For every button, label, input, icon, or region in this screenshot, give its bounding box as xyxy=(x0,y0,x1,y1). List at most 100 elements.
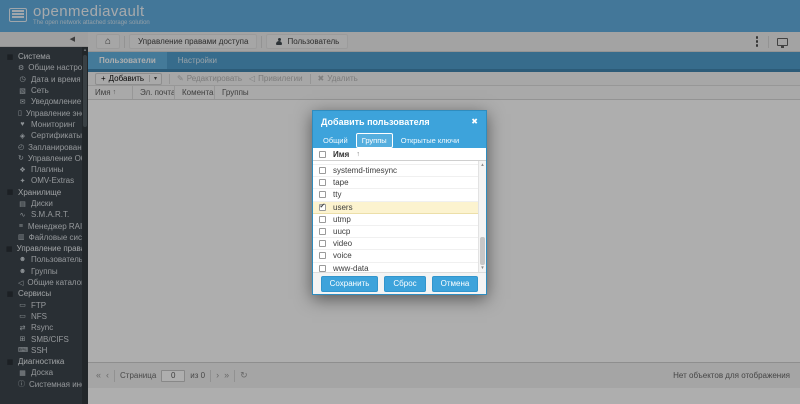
add-split-button[interactable]: + Добавить ▾ xyxy=(95,72,163,85)
checkbox[interactable] xyxy=(319,179,326,187)
group-row-tape[interactable]: tape xyxy=(313,177,478,190)
sidebar-item-disks[interactable]: ▤ Диски xyxy=(19,199,53,208)
column-email[interactable]: Эл. почта xyxy=(133,86,175,99)
group-row-systemd-timesync[interactable]: systemd-timesync xyxy=(313,165,478,178)
sidebar-scrollbar[interactable]: ▴ xyxy=(82,47,88,404)
tab-public-keys[interactable]: Открытые ключи xyxy=(400,135,460,145)
sidebar-item-plugins[interactable]: ❖ Плагины xyxy=(19,165,64,175)
sidebar-item-power-management[interactable]: ▯Управление энергопс xyxy=(18,108,88,118)
group-row-utmp[interactable]: utmp xyxy=(313,214,478,226)
tab-users[interactable]: Пользователи xyxy=(88,52,167,69)
sidebar-nav: ▦Система ⚙Общие настройки ◷Дата и время … xyxy=(0,47,88,404)
sidebar-item-update-management[interactable]: ↻Управление Обновле xyxy=(18,153,88,163)
refresh-icon[interactable]: ↻ xyxy=(240,370,248,380)
kebab-menu-icon[interactable] xyxy=(754,34,761,49)
save-button[interactable]: Сохранить xyxy=(320,275,379,292)
sidebar-item-filesystems[interactable]: ▥Файловые системы xyxy=(18,232,88,242)
next-page-icon[interactable]: › xyxy=(216,370,220,380)
sidebar-section-diagnostics[interactable]: ▦ Диагностика xyxy=(6,357,65,367)
checkbox[interactable] xyxy=(319,240,326,248)
sidebar-item-groups[interactable]: ☻ Группы xyxy=(18,266,58,276)
sidebar-item-certificates[interactable]: ◈ Сертификаты xyxy=(19,131,83,141)
reset-button[interactable]: Сброс xyxy=(384,275,426,292)
list-scrollbar[interactable]: ▲ ▼ xyxy=(478,161,486,272)
groups-icon: ☻ xyxy=(18,267,27,275)
sidebar-item-rsync[interactable]: ⇄ Rsync xyxy=(19,323,54,333)
column-groups[interactable]: Группы xyxy=(222,88,249,97)
group-row-voice[interactable]: voice xyxy=(313,250,478,263)
checkbox[interactable] xyxy=(319,167,326,175)
privileges-button[interactable]: ◁ Привилегии xyxy=(249,74,303,83)
breadcrumb-user[interactable]: Пользователь xyxy=(266,34,349,49)
checkbox[interactable] xyxy=(319,215,326,223)
sidebar-item-nfs[interactable]: ▭ NFS xyxy=(19,311,47,321)
sort-asc-icon: ↑ xyxy=(112,89,117,96)
sidebar-item-raid-management[interactable]: ≡ Менеджер RAID xyxy=(18,221,88,231)
tab-settings[interactable]: Настройки xyxy=(177,56,217,65)
display-icon[interactable] xyxy=(777,37,788,48)
group-row-users[interactable]: users xyxy=(313,201,478,214)
scheduled-jobs-icon: ◴ xyxy=(18,144,25,152)
column-comment[interactable]: Коментарий xyxy=(175,86,215,99)
scrollbar-thumb[interactable] xyxy=(480,237,485,265)
update-icon: ↻ xyxy=(18,155,24,163)
first-page-icon[interactable]: « xyxy=(96,370,102,380)
breadcrumb-separator xyxy=(261,35,263,48)
sidebar-item-omv-extras[interactable]: ✦ OMV-Extras xyxy=(19,176,75,186)
scroll-down-icon[interactable]: ▼ xyxy=(480,265,485,270)
breadcrumb-access-rights[interactable]: Управление правами доступа xyxy=(129,34,258,49)
dialog-header[interactable]: Добавить пользователя ✖ xyxy=(313,111,486,132)
breadcrumb-home-button[interactable]: ⌂ xyxy=(96,34,121,49)
sidebar-item-smb-cifs[interactable]: ⊞ SMB/CIFS xyxy=(19,334,69,344)
scroll-up-icon[interactable]: ▴ xyxy=(83,47,87,53)
select-all-checkbox[interactable] xyxy=(319,150,326,158)
sidebar-item-ssh[interactable]: ⌨ SSH xyxy=(18,345,48,355)
sidebar-item-date-time[interactable]: ◷ Дата и время xyxy=(19,74,81,84)
checkbox[interactable] xyxy=(319,252,326,260)
sidebar-item-smart[interactable]: ∿ S.M.A.R.T. xyxy=(19,210,70,220)
sidebar-item-shared-folders[interactable]: ◁ Общие каталоги xyxy=(18,278,88,288)
add-icon: + xyxy=(101,74,106,83)
nfs-icon: ▭ xyxy=(19,313,26,321)
sidebar-item-network[interactable]: ▧ Сеть xyxy=(19,86,49,96)
sidebar-section-system[interactable]: ▦ Система xyxy=(6,52,51,62)
sidebar-item-scheduled-jobs[interactable]: ◴Запланированные зад xyxy=(18,142,88,152)
tab-general[interactable]: Общий xyxy=(323,135,348,145)
tab-groups[interactable]: Группы xyxy=(355,132,393,148)
scrollbar-thumb[interactable] xyxy=(83,55,87,127)
sidebar-item-notification[interactable]: ✉ Уведомление xyxy=(19,97,82,107)
close-icon[interactable]: ✖ xyxy=(471,116,478,126)
checkbox-checked[interactable] xyxy=(319,202,326,211)
group-row-www-data[interactable]: www-data xyxy=(313,263,478,272)
checkbox[interactable] xyxy=(319,228,326,236)
column-name[interactable]: Имя ↑ xyxy=(88,86,133,99)
prev-page-icon[interactable]: ‹ xyxy=(106,370,110,380)
scroll-up-icon[interactable]: ▲ xyxy=(480,162,485,167)
sidebar-item-monitoring[interactable]: ♥ Мониторинг xyxy=(0,119,88,130)
page-input[interactable] xyxy=(161,369,186,382)
last-page-icon[interactable]: » xyxy=(224,370,230,380)
pager-separator xyxy=(114,369,116,382)
delete-button[interactable]: ✖ Удалить xyxy=(317,74,358,83)
sidebar-item-general-settings[interactable]: ⚙Общие настройки xyxy=(18,63,88,73)
checkbox[interactable] xyxy=(319,264,326,272)
group-row-video[interactable]: video xyxy=(313,238,478,251)
cancel-button[interactable]: Отмена xyxy=(431,275,479,292)
edit-icon: ✎ xyxy=(177,74,184,83)
group-row-uucp[interactable]: uucp xyxy=(313,226,478,239)
checkbox[interactable] xyxy=(319,191,326,199)
dropdown-caret-icon[interactable]: ▾ xyxy=(149,75,161,82)
separator xyxy=(768,35,769,48)
smb-icon: ⊞ xyxy=(19,336,26,344)
collapse-sidebar-icon[interactable]: ◀ xyxy=(69,36,75,43)
sidebar-item-user[interactable]: ☻ Пользователь xyxy=(18,255,83,265)
grid-toolbar: + Добавить ▾ ✎ Редактировать ◁ Привилегии ✖… xyxy=(88,72,800,86)
sidebar-item-ftp[interactable]: ▭ FTP xyxy=(19,300,47,310)
sidebar-item-dashboard[interactable]: ▦ Доска xyxy=(19,368,54,378)
group-row-tty[interactable]: tty xyxy=(313,189,478,202)
sidebar-section-services[interactable]: ▦ Сервисы xyxy=(6,289,52,299)
sidebar-section-storage[interactable]: ▦ Хранилище xyxy=(6,187,62,197)
edit-button[interactable]: ✎ Редактировать xyxy=(177,74,243,83)
sidebar-section-access-rights[interactable]: ▦Управление правами до xyxy=(6,244,88,254)
